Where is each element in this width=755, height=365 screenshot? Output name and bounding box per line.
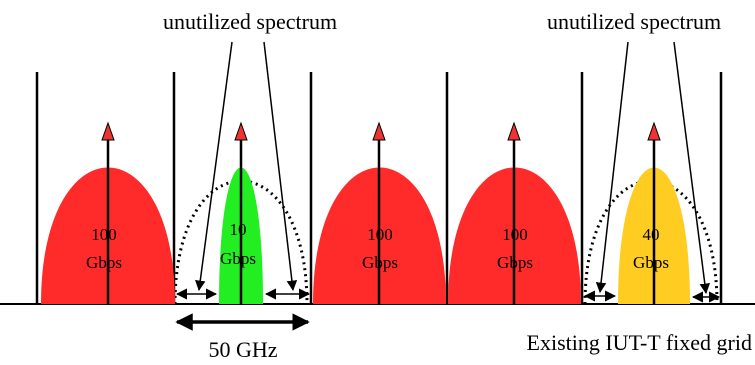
grid-dividers	[35, 72, 723, 304]
channel-rate: 100	[91, 225, 117, 244]
channel-rate: 100	[367, 225, 393, 244]
carrier-arrow	[507, 121, 521, 304]
channel-rate: 10	[230, 220, 247, 239]
pointer-line	[673, 41, 711, 295]
pointer-line	[595, 41, 629, 294]
dotted-envelope	[173, 179, 309, 305]
channel-unit: Gbps	[362, 253, 398, 272]
channel-rate: 40	[643, 225, 660, 244]
channel-unit: Gbps	[220, 249, 256, 268]
grid-label: Existing IUT-T fixed grid	[527, 330, 752, 355]
carrier-arrow	[647, 121, 661, 304]
spacing-label: 50 GHz	[208, 337, 277, 362]
unutilized-label: unutilized spectrum	[163, 9, 337, 34]
gap-arrows	[175, 288, 721, 303]
carrier-arrow	[234, 121, 248, 304]
channel-unit: Gbps	[497, 253, 533, 272]
unutilized-label: unutilized spectrum	[547, 9, 721, 34]
pointer-line	[263, 41, 298, 292]
pointer-line	[195, 41, 233, 292]
channel-unit: Gbps	[86, 253, 122, 272]
carrier-arrow	[101, 121, 115, 304]
carrier-arrows	[101, 121, 661, 304]
pointer-lines	[195, 41, 711, 295]
dotted-envelope	[583, 179, 719, 305]
channel-unit: Gbps	[633, 253, 669, 272]
channel-rate: 100	[502, 225, 528, 244]
carrier-arrow	[372, 121, 386, 304]
